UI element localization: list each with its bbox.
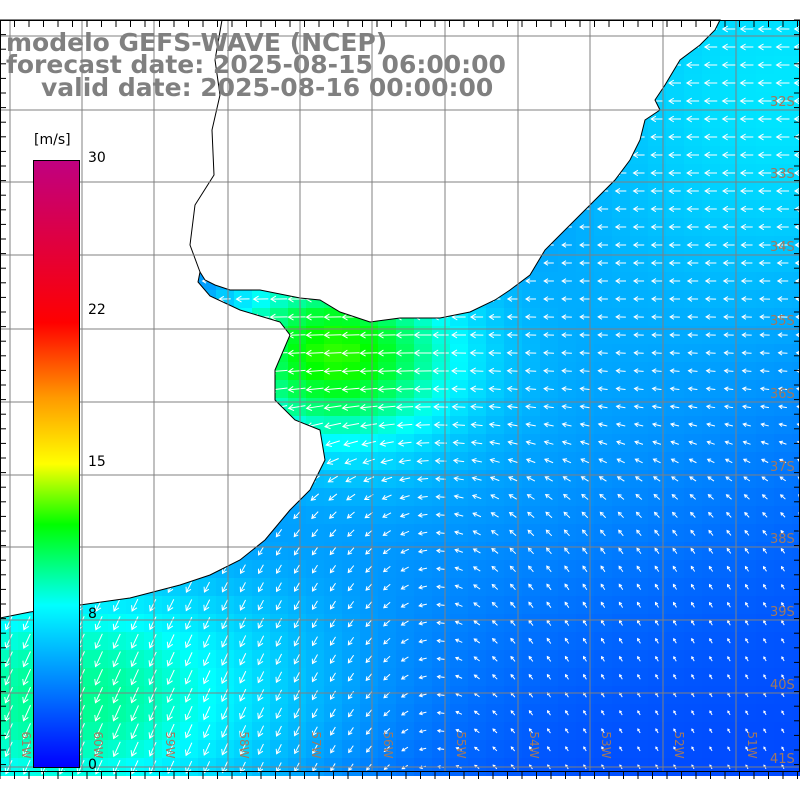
colorbar (33, 160, 80, 768)
speed-cell (792, 740, 800, 758)
longitude-label: 60W (91, 731, 105, 758)
wind-arrow (685, 61, 700, 69)
latitude-label: 38S (770, 532, 795, 547)
latitude-label: 40S (770, 678, 795, 693)
latitude-label: 41S (770, 752, 795, 767)
longitude-label: 59W (163, 731, 177, 758)
longitude-label: 51W (745, 731, 759, 758)
wind-arrow (757, 61, 772, 69)
longitude-label: 53W (599, 731, 613, 758)
colorbar-unit: [m/s] (34, 132, 71, 148)
speed-cell (792, 452, 800, 470)
latitude-label: 37S (770, 460, 795, 475)
wind-arrow (703, 43, 718, 51)
wind-arrow (721, 61, 736, 69)
speed-cell (792, 416, 800, 434)
speed-cell (792, 560, 800, 578)
speed-cell (792, 632, 800, 650)
longitude-label: 52W (672, 731, 686, 758)
longitude-label: 54W (527, 731, 541, 758)
longitude-label: 56W (381, 731, 395, 758)
colorbar-label-0: 0 (88, 757, 97, 773)
speed-cell (792, 614, 800, 632)
latitude-label: 39S (770, 605, 795, 620)
latitude-label: 33S (770, 167, 795, 182)
wind-arrow (721, 43, 736, 51)
speed-cell (792, 542, 800, 560)
wind-arrow (775, 43, 790, 51)
wind-arrow (775, 61, 790, 69)
wind-arrow (739, 61, 754, 69)
longitude-label: 57W (309, 731, 323, 758)
latitude-label: 36S (770, 387, 795, 402)
longitude-label: 61W (19, 731, 33, 758)
speed-cell (792, 362, 800, 380)
speed-cell (792, 470, 800, 488)
latitude-label: 34S (770, 240, 795, 255)
speed-cell (792, 578, 800, 596)
speed-cell (792, 704, 800, 722)
longitude-label: 55W (454, 731, 468, 758)
valid-date: valid date: 2025-08-16 00:00:00 (41, 73, 494, 102)
speed-cell (792, 398, 800, 416)
wind-arrow (739, 43, 754, 51)
speed-cell (792, 596, 800, 614)
speed-cell (792, 686, 800, 704)
wind-arrow (721, 25, 736, 33)
colorbar-label-15: 15 (88, 454, 106, 470)
wind-arrow (703, 61, 718, 69)
wind-arrow (757, 43, 772, 51)
latitude-label: 35S (770, 314, 795, 329)
colorbar-label-8: 8 (88, 606, 97, 622)
wind-arrow (739, 25, 754, 33)
speed-cell (792, 380, 800, 398)
speed-cell (792, 650, 800, 668)
colorbar-label-30: 30 (88, 150, 106, 166)
speed-cell (792, 488, 800, 506)
latitude-label: 32S (770, 95, 795, 110)
wind-arrow (793, 61, 800, 69)
speed-cell (792, 722, 800, 740)
longitude-label: 58W (237, 731, 251, 758)
speed-cell (792, 344, 800, 362)
speed-cell (792, 524, 800, 542)
colorbar-label-22: 22 (88, 302, 106, 318)
wind-arrow (757, 25, 772, 33)
speed-cell (792, 506, 800, 524)
wind-arrow (775, 25, 790, 33)
